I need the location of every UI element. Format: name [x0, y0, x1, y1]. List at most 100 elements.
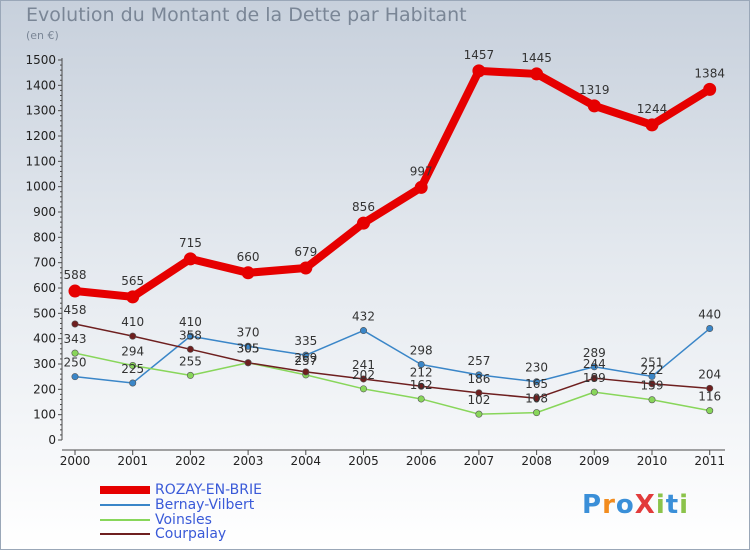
y-tick-label: 200	[33, 382, 56, 396]
data-label: 202	[352, 368, 375, 382]
data-label: 230	[525, 361, 548, 375]
logo-letter: t	[665, 490, 680, 520]
data-label: 305	[237, 342, 260, 356]
data-point	[648, 372, 656, 380]
data-label: 186	[467, 372, 490, 386]
x-tick-label: 2001	[117, 454, 148, 468]
data-point	[68, 284, 82, 298]
data-label: 660	[237, 250, 260, 264]
data-label: 204	[698, 367, 721, 381]
legend-label: Bernay-Vilbert	[155, 497, 255, 513]
data-label: 335	[294, 334, 317, 348]
y-tick-label: 400	[33, 332, 56, 346]
data-label: 370	[237, 325, 260, 339]
x-tick-label: 2003	[233, 454, 264, 468]
data-label: 159	[641, 379, 664, 393]
data-label: 1457	[464, 48, 495, 62]
data-point	[414, 180, 428, 194]
data-point	[129, 362, 137, 370]
data-label: 294	[121, 345, 144, 359]
data-point	[530, 67, 544, 81]
x-tick-label: 2011	[694, 454, 725, 468]
data-label: 116	[698, 390, 721, 404]
data-label: 715	[179, 236, 202, 250]
legend-label: ROZAY-EN-BRIE	[155, 482, 262, 498]
data-label: 305	[237, 342, 260, 356]
logo-letter: i	[679, 490, 690, 520]
data-label: 432	[352, 310, 375, 324]
data-label: 997	[410, 164, 433, 178]
y-tick-label: 600	[33, 281, 56, 295]
data-point	[241, 266, 255, 280]
data-point	[648, 396, 656, 404]
data-label: 343	[64, 332, 87, 346]
data-point	[417, 382, 425, 390]
data-label: 251	[641, 355, 664, 369]
data-label: 1244	[637, 102, 668, 116]
data-label: 289	[583, 346, 606, 360]
chart-subtitle: (en €)	[26, 29, 59, 42]
data-label: 165	[525, 377, 548, 391]
data-point	[648, 380, 656, 388]
logo-letter: o	[615, 490, 635, 520]
y-tick-label: 1200	[25, 129, 56, 143]
data-point	[299, 261, 313, 275]
data-label: 410	[179, 315, 202, 329]
y-tick-label: 100	[33, 408, 56, 422]
data-point	[186, 371, 194, 379]
series-line-bernay-vilbert	[74, 327, 711, 384]
data-point	[244, 342, 252, 350]
data-label: 458	[64, 303, 87, 317]
x-tick-label: 2007	[464, 454, 495, 468]
data-label: 1445	[521, 51, 552, 65]
data-label: 212	[410, 365, 433, 379]
y-tick-label: 500	[33, 306, 56, 320]
data-point	[126, 290, 140, 304]
data-point	[71, 320, 79, 328]
data-label: 410	[121, 315, 144, 329]
data-label: 588	[64, 268, 87, 282]
data-point	[302, 368, 310, 376]
legend-label: Voinsles	[155, 512, 212, 528]
data-label: 257	[294, 354, 317, 368]
data-label: 440	[698, 308, 721, 322]
data-label: 856	[352, 200, 375, 214]
y-tick-label: 700	[33, 256, 56, 270]
data-point	[590, 374, 598, 382]
data-point	[417, 395, 425, 403]
data-point	[475, 410, 483, 418]
y-tick-label: 1500	[25, 53, 56, 67]
y-tick-label: 300	[33, 357, 56, 371]
y-tick-label: 1300	[25, 104, 56, 118]
data-label: 298	[410, 344, 433, 358]
data-label: 189	[583, 371, 606, 385]
data-point	[475, 389, 483, 397]
data-label: 255	[179, 354, 202, 368]
y-tick-label: 1100	[25, 154, 56, 168]
data-point	[71, 349, 79, 357]
chart-title: Evolution du Montant de la Dette par Hab…	[26, 4, 467, 26]
data-point	[533, 409, 541, 417]
proxiti-logo: ProXiti	[582, 490, 689, 520]
data-point	[302, 351, 310, 359]
data-label: 225	[121, 362, 144, 376]
data-label: 565	[121, 274, 144, 288]
data-label: 1384	[694, 66, 725, 80]
data-point	[706, 325, 714, 333]
data-point	[244, 359, 252, 367]
data-point	[590, 363, 598, 371]
data-label: 222	[641, 363, 664, 377]
data-point	[472, 64, 486, 78]
y-tick-label: 900	[33, 205, 56, 219]
data-point	[533, 378, 541, 386]
x-tick-label: 2005	[348, 454, 379, 468]
data-point	[645, 118, 659, 132]
data-point	[533, 394, 541, 402]
data-label: 244	[583, 357, 606, 371]
data-label: 102	[467, 393, 490, 407]
data-point	[186, 345, 194, 353]
data-label: 162	[410, 378, 433, 392]
data-label: 1319	[579, 83, 610, 97]
